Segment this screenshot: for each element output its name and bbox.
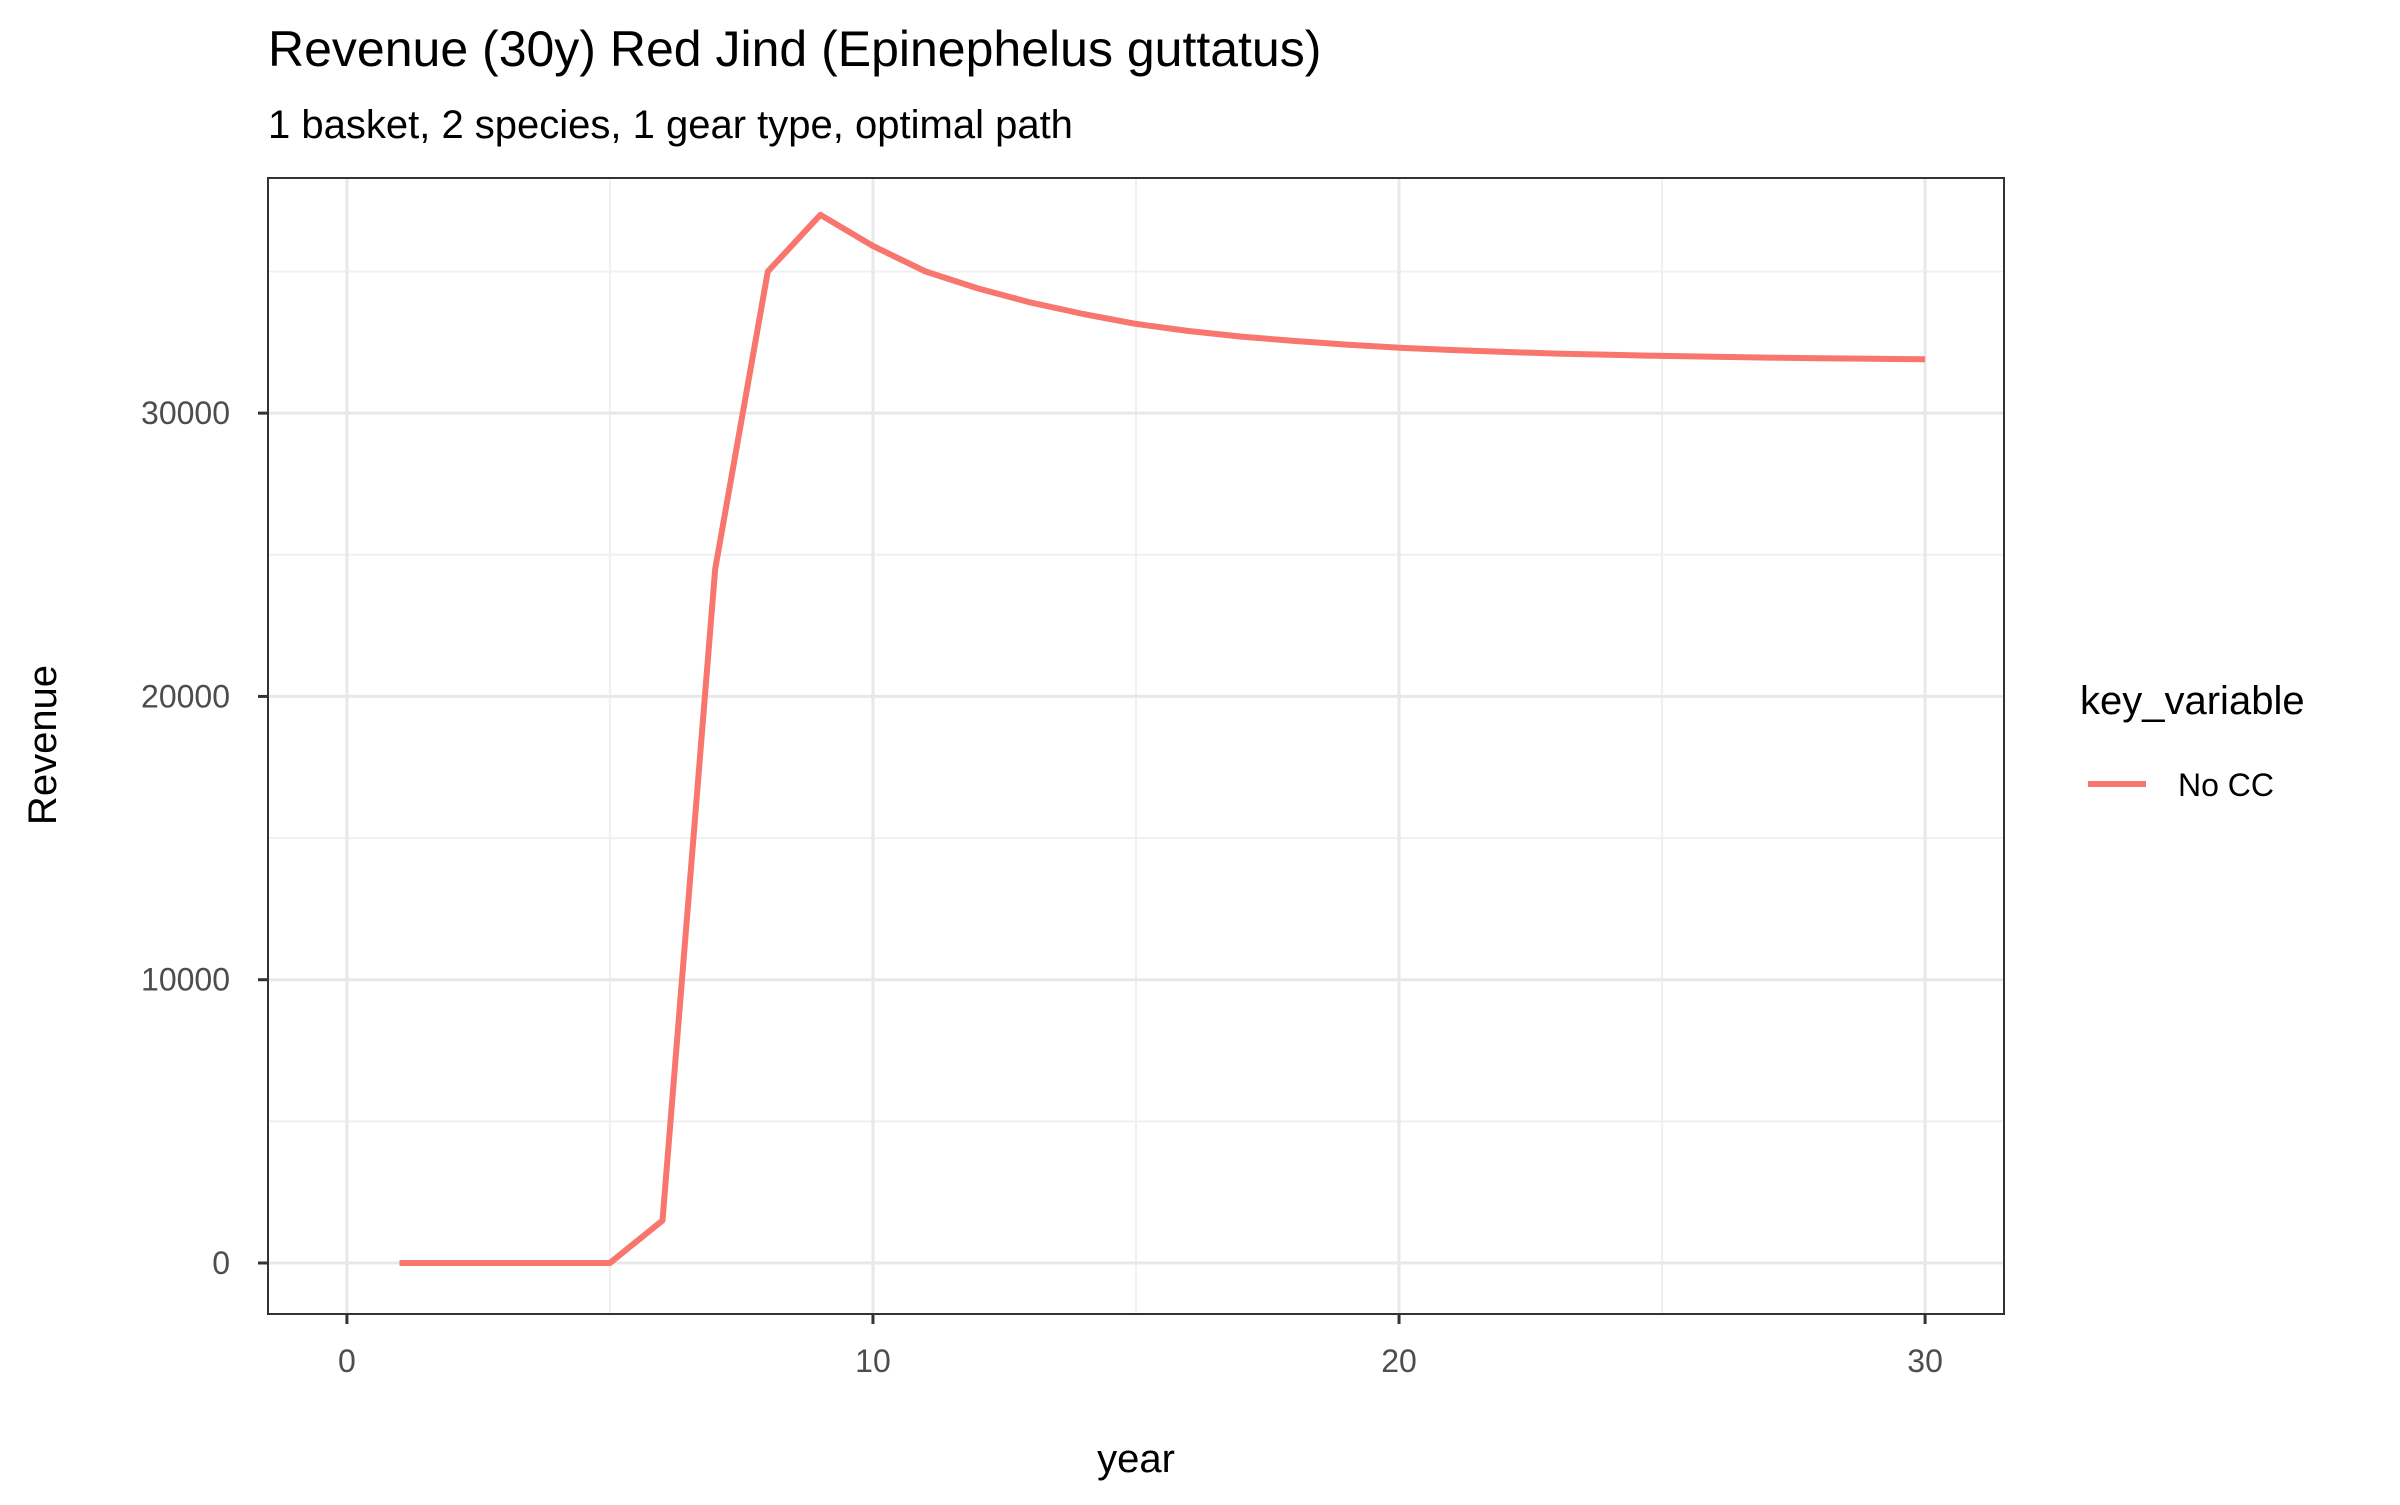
y-tick-label: 0: [212, 1245, 230, 1281]
minor-gridlines: [268, 178, 2004, 1314]
legend-item-label: No CC: [2178, 767, 2274, 803]
x-tick-label: 30: [1907, 1343, 1943, 1379]
chart-title: Revenue (30y) Red Jind (Epinephelus gutt…: [268, 21, 1321, 77]
legend-title: key_variable: [2080, 679, 2305, 723]
x-axis-label: year: [1097, 1437, 1175, 1481]
plot-panel: [267, 177, 2005, 1315]
y-axis-label: Revenue: [21, 665, 65, 825]
y-tick-label: 10000: [141, 962, 230, 998]
plot-panel-border: [267, 177, 2005, 1315]
chart-subtitle: 1 basket, 2 species, 1 gear type, optima…: [268, 103, 1073, 147]
legend-items: No CC: [2088, 767, 2274, 803]
y-tick-label: 20000: [141, 678, 230, 714]
x-tick-label: 10: [855, 1343, 891, 1379]
series-line-no-cc: [399, 211, 1926, 1266]
x-axis: 0 10 20 30: [338, 1314, 1943, 1379]
y-axis: 0 10000 20000 30000: [141, 395, 268, 1281]
y-tick-label: 30000: [141, 395, 230, 431]
legend: key_variable No CC: [2080, 679, 2305, 803]
major-gridlines: [268, 178, 2004, 1314]
x-tick-label: 0: [338, 1343, 356, 1379]
series-layer: [399, 211, 1926, 1266]
x-tick-label: 20: [1381, 1343, 1417, 1379]
